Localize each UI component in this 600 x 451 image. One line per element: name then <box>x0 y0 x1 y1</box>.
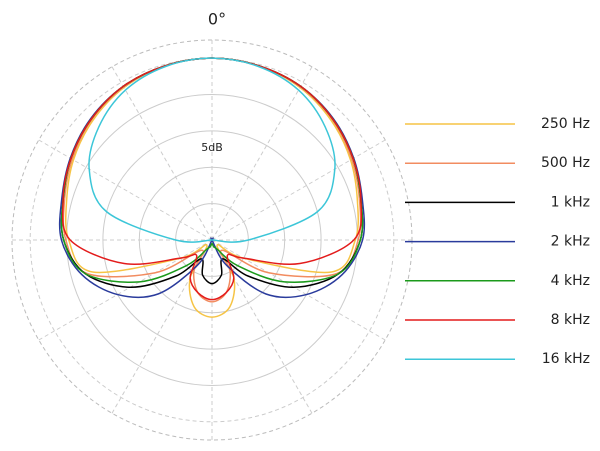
legend-label: 250 Hz <box>541 116 590 132</box>
legend-label: 2 kHz <box>551 234 590 250</box>
pattern-line <box>61 57 363 301</box>
pattern-line <box>64 57 360 318</box>
legend-label: 500 Hz <box>541 155 590 171</box>
grid-spoke <box>38 139 213 241</box>
grid-spoke <box>111 239 213 414</box>
grid-spoke <box>38 239 213 341</box>
legend-label: 4 kHz <box>551 273 590 289</box>
grid-spoke <box>211 239 386 341</box>
legend-label: 1 kHz <box>551 194 590 210</box>
grid-ring <box>102 130 322 350</box>
legend-label: 8 kHz <box>551 312 590 328</box>
grid-spoke <box>211 239 313 414</box>
scale-label: 5dB <box>201 141 223 154</box>
pattern-line <box>88 57 336 243</box>
grid-spoke <box>111 66 213 241</box>
legend-label: 16 kHz <box>542 351 590 367</box>
pattern-line <box>62 57 362 303</box>
grid-spoke <box>211 66 313 241</box>
grid-spoke <box>211 139 386 241</box>
angle-label: 0° <box>208 10 226 29</box>
